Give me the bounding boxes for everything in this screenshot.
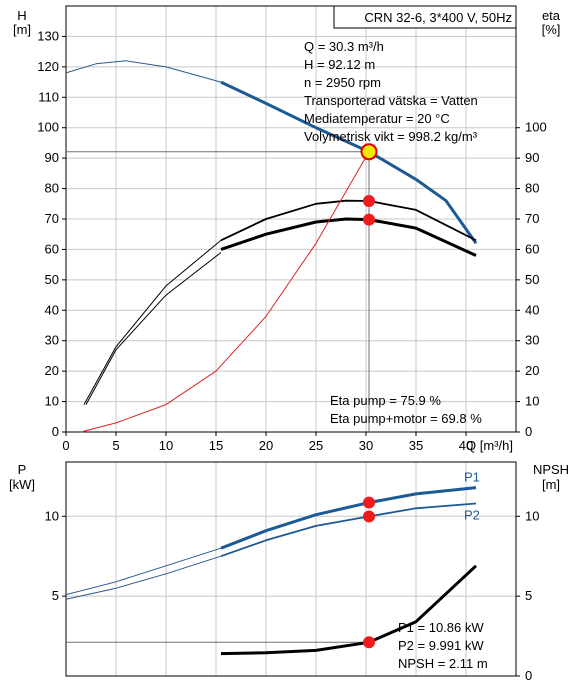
series-eta-pump-thin xyxy=(83,239,222,405)
x-tick-label: 5 xyxy=(112,438,119,453)
lower-right-tick-label: 5 xyxy=(525,588,532,603)
lower-ylabel-right-symbol: NPSH xyxy=(533,462,569,477)
info-line: n = 2950 rpm xyxy=(304,75,381,90)
upper-right-tick-label: 50 xyxy=(525,272,539,287)
eta-info-line: Eta pump+motor = 69.8 % xyxy=(330,411,482,426)
upper-right-tick-label: 60 xyxy=(525,241,539,256)
lower-ylabel-left-unit: [kW] xyxy=(9,477,35,492)
info-line: Volymetrisk vikt = 998.2 kg/m³ xyxy=(304,129,478,144)
efficiency-point-marker xyxy=(363,195,375,208)
upper-right-tick-label: 100 xyxy=(525,120,547,135)
head-efficiency-chart: 0102030405060708090100110120130010203040… xyxy=(37,5,547,453)
upper-left-tick-label: 120 xyxy=(37,59,59,74)
power-point-marker xyxy=(363,636,375,649)
x-tick-label: 15 xyxy=(209,438,223,453)
chart-title: CRN 32-6, 3*400 V, 50Hz xyxy=(364,10,512,25)
upper-right-tick-label: 90 xyxy=(525,150,539,165)
lower-left-tick-label: 5 xyxy=(52,588,59,603)
lower-plot-frame xyxy=(65,461,517,677)
info-line: Transporterad vätska = Vatten xyxy=(304,93,478,108)
info-line: Mediatemperatur = 20 °C xyxy=(304,111,450,126)
x-tick-label: 40 xyxy=(459,438,473,453)
series-p2 xyxy=(220,502,477,558)
upper-left-tick-label: 80 xyxy=(45,181,59,196)
series-eta-total-thin xyxy=(85,252,222,405)
x-tick-label: 10 xyxy=(159,438,173,453)
upper-right-tick-label: 80 xyxy=(525,181,539,196)
lower-ylabel-left-symbol: P xyxy=(18,462,27,477)
series-head-full xyxy=(65,60,222,83)
lower-right-tick-label: 0 xyxy=(525,668,532,683)
upper-right-tick-label: 40 xyxy=(525,302,539,317)
upper-ylabel-right-symbol: eta xyxy=(542,8,561,23)
upper-ylabel-left-unit: [m] xyxy=(13,22,31,37)
power-point-marker xyxy=(363,510,375,523)
upper-left-tick-label: 100 xyxy=(37,120,59,135)
upper-right-tick-label: 10 xyxy=(525,394,539,409)
lower-info-line: NPSH = 2.11 m xyxy=(398,656,488,671)
x-tick-label: 0 xyxy=(62,438,69,453)
lower-ylabel-right-unit: [m] xyxy=(542,477,560,492)
power-npsh-chart: 5 10 0 5 10 P1 P2 P1 = 10.86 kW P2 = 9.991 kW NPS… xyxy=(45,461,539,683)
series-label-p1: P1 xyxy=(464,470,480,485)
info-line: Q = 30.3 m³/h xyxy=(304,39,384,54)
upper-right-tick-label: 20 xyxy=(525,363,539,378)
series-label-p2: P2 xyxy=(464,508,480,523)
duty-point-marker xyxy=(360,143,378,161)
upper-left-tick-label: 40 xyxy=(45,302,59,317)
info-line: H = 92.12 m xyxy=(304,57,375,72)
series-npsh xyxy=(220,564,478,656)
upper-right-tick-label: 0 xyxy=(525,424,532,439)
x-tick-label: 35 xyxy=(409,438,423,453)
series-eta-total xyxy=(220,217,477,257)
lower-info-line: P2 = 9.991 kW xyxy=(398,638,484,653)
upper-left-tick-label: 20 xyxy=(45,363,59,378)
upper-left-tick-label: 130 xyxy=(37,28,59,43)
power-point-marker xyxy=(363,496,375,509)
upper-left-tick-label: 10 xyxy=(45,394,59,409)
upper-left-tick-label: 110 xyxy=(38,89,59,104)
lower-left-tick-label: 10 xyxy=(45,508,59,523)
upper-ylabel-left-symbol: H xyxy=(17,8,26,23)
efficiency-point-marker xyxy=(363,213,375,226)
eta-info-line: Eta pump = 75.9 % xyxy=(330,393,441,408)
lower-right-tick-label: 10 xyxy=(525,508,539,523)
upper-ylabel-right-unit: [%] xyxy=(542,22,561,37)
upper-left-tick-label: 70 xyxy=(45,211,59,226)
upper-left-tick-label: 50 xyxy=(45,272,59,287)
x-tick-label: 30 xyxy=(359,438,373,453)
series-p1-thin xyxy=(65,547,222,596)
upper-left-tick-label: 0 xyxy=(52,424,59,439)
title-box xyxy=(333,5,517,29)
series-p1 xyxy=(220,486,477,550)
lower-info-line: P1 = 10.86 kW xyxy=(398,620,484,635)
series-eta-pump xyxy=(220,199,477,242)
upper-left-tick-label: 30 xyxy=(45,333,59,348)
x-tick-label: 25 xyxy=(309,438,323,453)
upper-right-tick-label: 30 xyxy=(525,333,539,348)
series-system-curve xyxy=(80,151,370,433)
upper-left-tick-label: 90 xyxy=(45,150,59,165)
upper-left-tick-label: 60 xyxy=(45,241,59,256)
series-p2-thin xyxy=(65,555,222,600)
x-tick-label: 20 xyxy=(259,438,273,453)
upper-right-tick-label: 70 xyxy=(525,211,539,226)
x-axis-label: Q [m³/h] xyxy=(466,438,513,453)
